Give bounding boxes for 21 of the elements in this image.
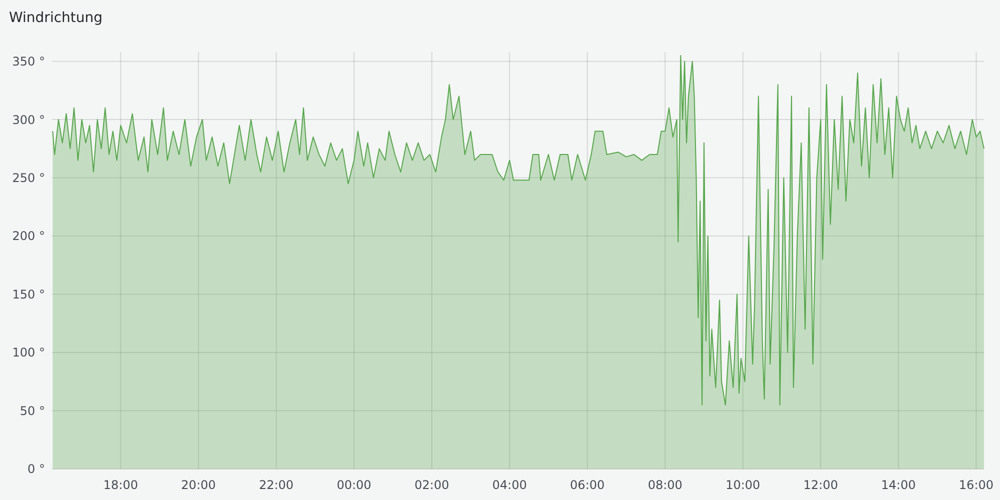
x-tick-label: 04:00 — [492, 478, 527, 492]
x-tick-label: 02:00 — [414, 478, 450, 492]
y-tick-label: 0 ° — [28, 462, 45, 476]
y-tick-label: 150 ° — [12, 287, 45, 302]
x-tick-label: 06:00 — [570, 478, 605, 492]
y-tick-label: 250 ° — [12, 171, 45, 185]
y-tick-label: 50 ° — [20, 404, 45, 418]
x-tick-label: 18:00 — [103, 478, 138, 492]
x-tick-label: 00:00 — [336, 478, 372, 492]
x-tick-label: 22:00 — [258, 478, 294, 492]
x-tick-label: 08:00 — [648, 478, 682, 492]
y-tick-label: 300 ° — [12, 112, 45, 127]
x-tick-label: 14:00 — [881, 478, 916, 492]
y-tick-label: 200 ° — [12, 229, 45, 244]
x-tick-label: 12:00 — [803, 478, 838, 492]
y-tick-label: 100 ° — [12, 346, 45, 360]
x-tick-label: 10:00 — [726, 478, 760, 492]
x-tick-label: 20:00 — [181, 478, 216, 492]
x-tick-label: 16:00 — [958, 478, 994, 492]
chart-title: Windrichtung — [9, 10, 103, 26]
y-tick-label: 350 ° — [12, 54, 45, 69]
